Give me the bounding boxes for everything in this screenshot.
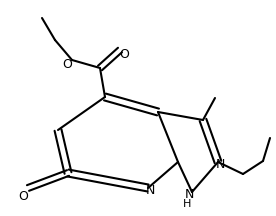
- Text: H: H: [183, 199, 191, 209]
- Text: N: N: [145, 184, 155, 197]
- Text: N: N: [184, 187, 194, 200]
- Text: O: O: [18, 189, 28, 203]
- Text: N: N: [215, 159, 225, 172]
- Text: O: O: [119, 49, 129, 62]
- Text: O: O: [62, 59, 72, 71]
